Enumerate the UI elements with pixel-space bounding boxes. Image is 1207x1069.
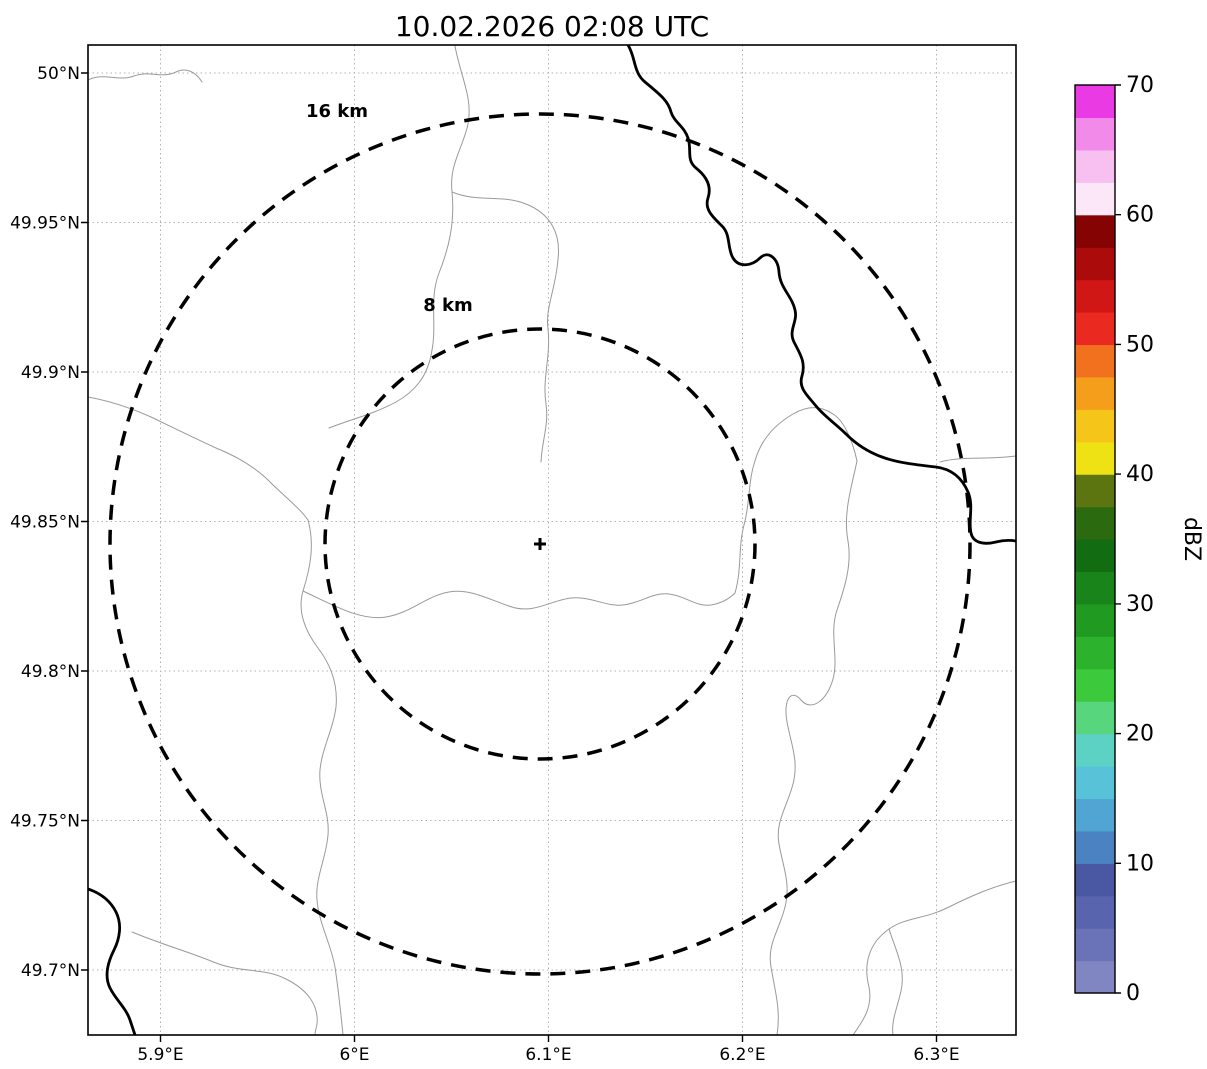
longitude-axis: 5.9°E 6°E 6.1°E 6.2°E 6.3°E bbox=[137, 1045, 959, 1065]
colorbar-swatch bbox=[1075, 376, 1115, 410]
lat-tick-label: 50°N bbox=[37, 64, 80, 84]
colorbar-swatch bbox=[1075, 85, 1115, 119]
range-ring-16km bbox=[108, 112, 972, 976]
cbar-tick-label: 60 bbox=[1126, 203, 1154, 228]
lat-tick-label: 49.9°N bbox=[21, 363, 80, 383]
colorbar-gradient bbox=[1075, 85, 1115, 994]
cbar-tick-label: 10 bbox=[1126, 851, 1154, 876]
colorbar-swatch bbox=[1075, 539, 1115, 573]
lat-tick-label: 49.85°N bbox=[10, 513, 80, 533]
map-frame bbox=[87, 44, 1017, 1036]
lon-tick-label: 5.9°E bbox=[137, 1045, 183, 1065]
colorbar-swatch bbox=[1075, 603, 1115, 637]
lon-tick-label: 6.3°E bbox=[913, 1045, 959, 1065]
lat-tick-label: 49.8°N bbox=[21, 662, 80, 682]
colorbar-swatch bbox=[1075, 279, 1115, 313]
lon-tick-label: 6.1°E bbox=[525, 1045, 571, 1065]
colorbar-swatch bbox=[1075, 895, 1115, 929]
colorbar-swatch bbox=[1075, 117, 1115, 151]
range-ring-8km-label: 8 km bbox=[423, 295, 473, 316]
colorbar-swatch bbox=[1075, 441, 1115, 475]
colorbar-swatch bbox=[1075, 766, 1115, 800]
colorbar-swatch bbox=[1075, 701, 1115, 735]
colorbar-swatch bbox=[1075, 928, 1115, 962]
longitude-tick-marks bbox=[159, 1035, 938, 1042]
colorbar-tick-marks bbox=[1115, 84, 1121, 994]
latitude-tick-marks bbox=[81, 72, 88, 971]
range-ring-8km bbox=[323, 327, 757, 761]
river-line bbox=[88, 45, 1016, 1035]
colorbar-swatch bbox=[1075, 960, 1115, 994]
range-ring-16km-label: 16 km bbox=[306, 101, 368, 122]
lat-tick-label: 49.75°N bbox=[10, 812, 80, 832]
colorbar-axis: 70 60 50 40 30 20 10 0 bbox=[1126, 73, 1154, 1006]
lon-tick-label: 6°E bbox=[339, 1045, 369, 1065]
colorbar-swatch bbox=[1075, 798, 1115, 832]
colorbar-swatch bbox=[1075, 312, 1115, 346]
cbar-tick-label: 0 bbox=[1126, 981, 1140, 1006]
cbar-tick-label: 20 bbox=[1126, 722, 1154, 747]
colorbar-swatch bbox=[1075, 344, 1115, 378]
colorbar-outline bbox=[1074, 84, 1116, 994]
colorbar-swatch bbox=[1075, 863, 1115, 897]
plot-title: 10.02.2026 02:08 UTC bbox=[395, 10, 709, 43]
colorbar-swatch bbox=[1075, 409, 1115, 443]
latitude-axis: 50°N 49.95°N 49.9°N 49.85°N 49.8°N 49.75… bbox=[10, 64, 80, 981]
colorbar-unit-label: dBZ bbox=[1179, 517, 1204, 561]
colorbar-swatch bbox=[1075, 149, 1115, 183]
graticule-gridlines bbox=[88, 45, 1016, 1035]
colorbar-swatch bbox=[1075, 247, 1115, 281]
colorbar-swatch bbox=[1075, 474, 1115, 508]
colorbar-swatch bbox=[1075, 214, 1115, 248]
cbar-tick-label: 30 bbox=[1126, 592, 1154, 617]
colorbar-swatch bbox=[1075, 733, 1115, 767]
colorbar-swatch bbox=[1075, 830, 1115, 864]
colorbar-swatch bbox=[1075, 182, 1115, 216]
lon-tick-label: 6.2°E bbox=[719, 1045, 765, 1065]
cbar-tick-label: 50 bbox=[1126, 332, 1154, 357]
admin-boundaries bbox=[88, 45, 1016, 1035]
cbar-tick-label: 70 bbox=[1126, 73, 1154, 98]
lat-tick-label: 49.95°N bbox=[10, 214, 80, 234]
lat-tick-label: 49.7°N bbox=[21, 961, 80, 981]
colorbar-swatch bbox=[1075, 506, 1115, 540]
colorbar-swatch bbox=[1075, 571, 1115, 605]
cbar-tick-label: 40 bbox=[1126, 462, 1154, 487]
radar-site-marker bbox=[534, 538, 546, 550]
colorbar-swatch bbox=[1075, 668, 1115, 702]
colorbar-swatch bbox=[1075, 636, 1115, 670]
